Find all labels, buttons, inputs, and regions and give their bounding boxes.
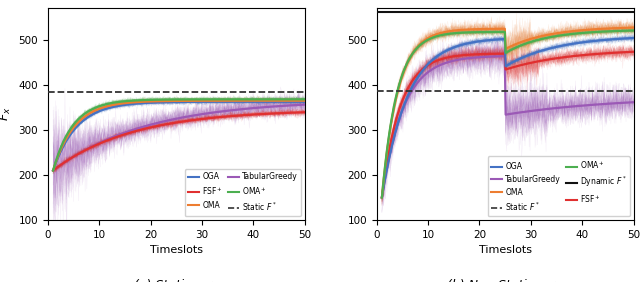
X-axis label: Timeslots: Timeslots <box>150 245 203 255</box>
Y-axis label: $F_x$: $F_x$ <box>0 107 13 122</box>
Legend: OGA, TabularGreedy, OMA, Static $F^*$, OMA$^+$, Dynamic $F^*$, FSF$^+$: OGA, TabularGreedy, OMA, Static $F^*$, O… <box>488 157 630 216</box>
Text: (b) Non-Stationary: (b) Non-Stationary <box>447 279 563 282</box>
X-axis label: Timeslots: Timeslots <box>479 245 532 255</box>
Text: (a) Stationary: (a) Stationary <box>134 279 220 282</box>
Legend: OGA, FSF$^+$, OMA, TabularGreedy, OMA$^+$, Static $F^*$: OGA, FSF$^+$, OMA, TabularGreedy, OMA$^+… <box>185 169 301 216</box>
